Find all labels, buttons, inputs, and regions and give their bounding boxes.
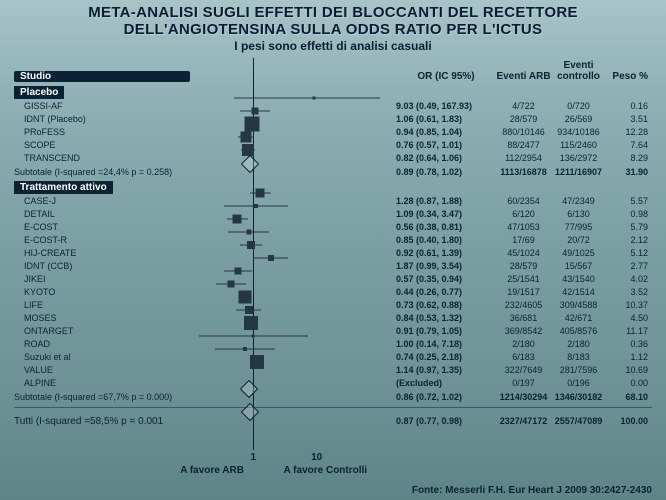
group-label: Trattamento attivo <box>14 181 113 194</box>
plot-area <box>190 58 380 450</box>
x-tick: 1 <box>251 452 257 463</box>
x-axis: 1 10 A favore ARB A favore Controlli <box>14 452 652 480</box>
hdr-study: Studio <box>14 71 190 82</box>
title-line1: META-ANALISI SUGLI EFFETTI DEI BLOCCANTI… <box>88 4 578 21</box>
hdr-peso: Peso % <box>606 71 652 82</box>
x-tick: 10 <box>311 452 322 463</box>
group-label: Placebo <box>14 86 64 99</box>
subtitle: I pesi sono effetti di analisi casuali <box>0 39 666 56</box>
forest-plot-panel: Studio OR (IC 95%) Eventi ARB Eventi con… <box>14 58 652 450</box>
favor-left: A favore ARB <box>180 465 244 476</box>
hdr-ctrl: Eventi controllo <box>551 60 606 82</box>
favor-right: A favore Controlli <box>284 465 368 476</box>
hdr-arb: Eventi ARB <box>496 71 551 82</box>
hdr-or: OR (IC 95%) <box>396 71 496 82</box>
title-line2: DELL'ANGIOTENSINA SULLA ODDS RATIO PER L… <box>124 21 543 38</box>
source-citation: Fonte: Messerli F.H. Eur Heart J 2009 30… <box>412 485 652 496</box>
